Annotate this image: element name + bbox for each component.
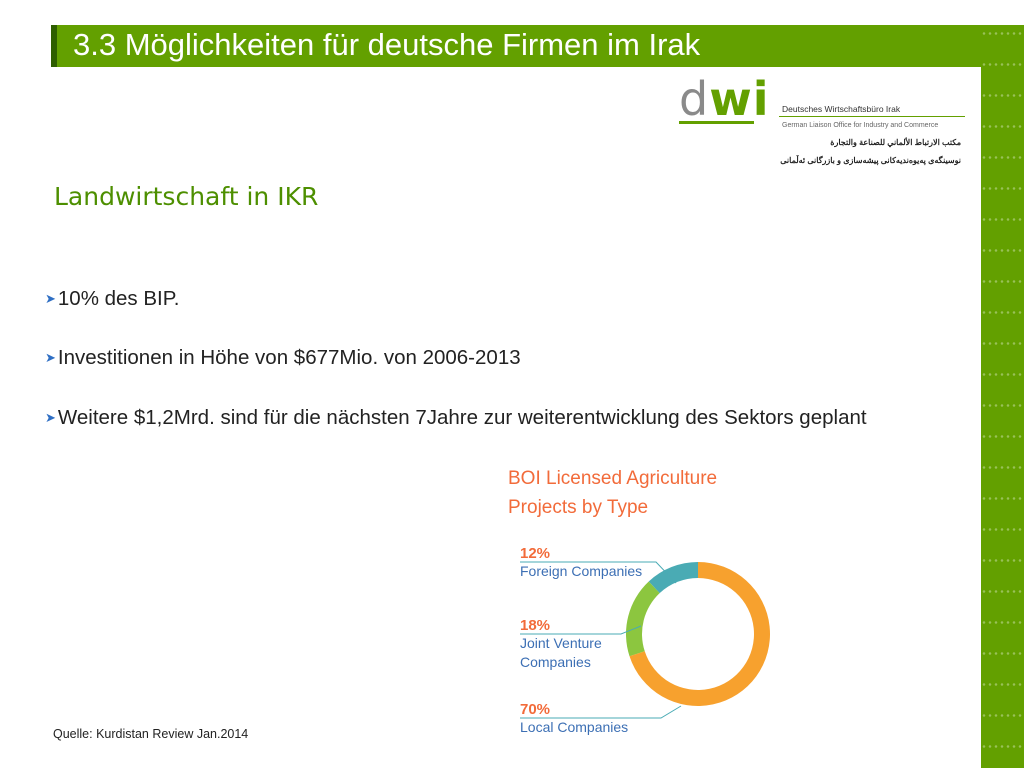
logo-mark-d: d (679, 72, 710, 126)
slice-category-label: Foreign Companies (520, 563, 642, 579)
side-decoration-strip (981, 25, 1024, 768)
bullet-text: Investitionen in Höhe von $677Mio. von 2… (57, 346, 521, 369)
slide-title: 3.3 Möglichkeiten für deutsche Firmen im… (73, 27, 701, 62)
dwi-logo: dwi Deutsches Wirtschaftsbüro Irak Germa… (679, 76, 969, 176)
logo-org-name: Deutsches Wirtschaftsbüro Irak (782, 104, 901, 114)
arrow-bullet-icon: ➤ (45, 350, 56, 365)
leader-line (520, 561, 677, 584)
bullet-item: ➤Investitionen in Höhe von $677Mio. von … (45, 342, 925, 375)
slide-subtitle: Landwirtschaft in IKR (54, 182, 319, 211)
arrow-bullet-icon: ➤ (45, 291, 56, 306)
slice-category-label: Companies (520, 654, 591, 670)
source-note: Quelle: Kurdistan Review Jan.2014 (53, 727, 249, 741)
slice-percent-label: 12% (520, 545, 550, 562)
chart-title: BOI Licensed Agriculture Projects by Typ… (508, 468, 717, 518)
logo-org-subtitle: German Liaison Office for Industry and C… (782, 122, 939, 129)
logo-underline (679, 121, 754, 124)
donut-chart: BOI Licensed Agriculture Projects by Typ… (508, 468, 770, 735)
title-bar: 3.3 Möglichkeiten für deutsche Firmen im… (51, 25, 981, 67)
logo-divider (779, 116, 965, 117)
logo-mark: dwi (679, 76, 769, 122)
chart-title-line: BOI Licensed Agriculture (508, 468, 717, 489)
leader-line (520, 625, 642, 635)
slice-percent-label: 18% (520, 617, 550, 634)
donut-slice-foreign-companies (648, 562, 698, 594)
slice-percent-label: 70% (520, 701, 550, 718)
leader-line (520, 705, 682, 719)
logo-mark-wi: wi (709, 72, 770, 126)
arrow-bullet-icon: ➤ (45, 410, 56, 425)
chart-title-line: Projects by Type (508, 497, 648, 518)
slice-labels: 12%Foreign Companies 18%Joint Venture Comp… (520, 545, 642, 735)
leader-lines (520, 561, 682, 719)
bullet-item: ➤10% des BIP. (45, 283, 925, 316)
slice-category-label: Local Companies (520, 719, 628, 735)
bullet-text: 10% des BIP. (57, 287, 180, 310)
dot-pattern (981, 25, 1024, 768)
slice-category-label: Joint Venture (520, 635, 602, 651)
donut-slice-joint-venture-companies (626, 581, 660, 657)
logo-arabic-name: مكتب الارتباط الألماني للصناعة والتجارة (830, 138, 961, 147)
logo-kurdish-name: نوسینگەی پەیوەندیەکانی پیشەسازی و بازرگا… (780, 156, 961, 165)
donut-slices (626, 562, 770, 706)
bullet-item: ➤Weitere $1,2Mrd. sind für die nächsten … (45, 402, 925, 435)
bullet-text: Weitere $1,2Mrd. sind für die nächsten 7… (57, 406, 867, 429)
